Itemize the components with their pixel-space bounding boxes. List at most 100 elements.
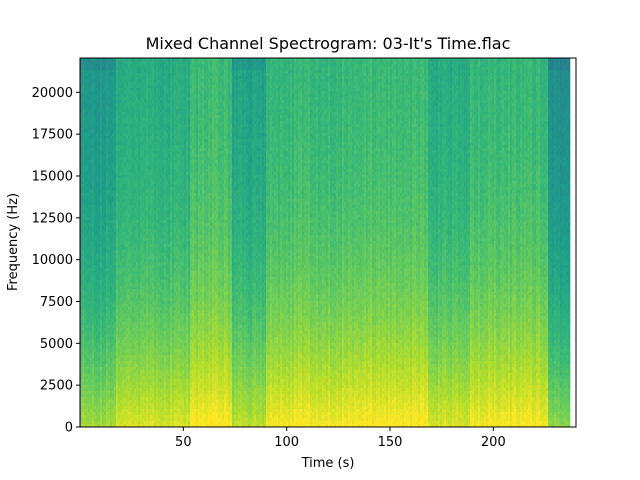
spectrogram-cell: [82, 109, 84, 112]
spectrogram-cell: [158, 118, 160, 121]
spectrogram-cell: [102, 265, 104, 268]
spectrogram-cell: [84, 160, 86, 163]
spectrogram-cell: [94, 262, 96, 265]
spectrogram-cell: [94, 388, 96, 391]
spectrogram-cell: [148, 178, 150, 181]
spectrogram-cell: [140, 412, 142, 415]
spectrogram-cell: [142, 331, 144, 334]
spectrogram-cell: [128, 394, 130, 397]
spectrogram-cell: [120, 355, 122, 358]
spectrogram-cell: [140, 106, 142, 109]
spectrogram-cell: [140, 115, 142, 118]
spectrogram-cell: [130, 373, 132, 376]
spectrogram-cell: [122, 229, 124, 232]
spectrogram-cell: [112, 262, 114, 265]
spectrogram-cell: [134, 214, 136, 217]
spectrogram-cell: [136, 319, 138, 322]
spectrogram-cell: [88, 172, 90, 175]
spectrogram-cell: [142, 73, 144, 76]
spectrogram-cell: [118, 394, 120, 397]
spectrogram-cell: [144, 106, 146, 109]
spectrogram-cell: [118, 163, 120, 166]
spectrogram-cell: [104, 217, 106, 220]
spectrogram-cell: [106, 154, 108, 157]
spectrogram-cell: [134, 139, 136, 142]
spectrogram-cell: [120, 187, 122, 190]
spectrogram-cell: [140, 253, 142, 256]
spectrogram-cell: [122, 73, 124, 76]
spectrogram-cell: [126, 76, 128, 79]
spectrogram-cell: [108, 67, 110, 70]
spectrogram-cell: [94, 148, 96, 151]
spectrogram-cell: [130, 271, 132, 274]
spectrogram-cell: [94, 67, 96, 70]
spectrogram-cell: [84, 346, 86, 349]
spectrogram-cell: [106, 76, 108, 79]
spectrogram-cell: [112, 151, 114, 154]
spectrogram-cell: [150, 67, 152, 70]
spectrogram-cell: [154, 361, 156, 364]
spectrogram-cell: [98, 346, 100, 349]
spectrogram-cell: [100, 403, 102, 406]
spectrogram-cell: [136, 274, 138, 277]
spectrogram-cell: [116, 238, 118, 241]
spectrogram-cell: [124, 211, 126, 214]
spectrogram-cell: [130, 82, 132, 85]
spectrogram-cell: [94, 97, 96, 100]
spectrogram-cell: [86, 388, 88, 391]
spectrogram-cell: [140, 139, 142, 142]
spectrogram-cell: [102, 103, 104, 106]
spectrogram-cell: [116, 382, 118, 385]
spectrogram-cell: [102, 187, 104, 190]
spectrogram-cell: [154, 79, 156, 82]
spectrogram-cell: [108, 280, 110, 283]
spectrogram-cell: [118, 250, 120, 253]
spectrogram-cell: [146, 172, 148, 175]
spectrogram-cell: [104, 394, 106, 397]
spectrogram-cell: [150, 391, 152, 394]
spectrogram-cell: [150, 298, 152, 301]
spectrogram-cell: [86, 88, 88, 91]
spectrogram-cell: [114, 244, 116, 247]
spectrogram-cell: [142, 121, 144, 124]
spectrogram-cell: [144, 409, 146, 412]
spectrogram-cell: [82, 214, 84, 217]
spectrogram-cell: [152, 133, 154, 136]
spectrogram-cell: [122, 394, 124, 397]
spectrogram-cell: [138, 97, 140, 100]
spectrogram-cell: [124, 388, 126, 391]
spectrogram-cell: [136, 217, 138, 220]
spectrogram-cell: [142, 118, 144, 121]
spectrogram-cell: [110, 334, 112, 337]
spectrogram-cell: [112, 361, 114, 364]
spectrogram-cell: [94, 205, 96, 208]
spectrogram-cell: [134, 364, 136, 367]
spectrogram-cell: [128, 328, 130, 331]
spectrogram-cell: [112, 319, 114, 322]
spectrogram-cell: [96, 310, 98, 313]
spectrogram-cell: [102, 172, 104, 175]
spectrogram-cell: [82, 184, 84, 187]
spectrogram-cell: [94, 226, 96, 229]
spectrogram-cell: [86, 265, 88, 268]
spectrogram-cell: [138, 271, 140, 274]
spectrogram-cell: [84, 355, 86, 358]
spectrogram-cell: [122, 331, 124, 334]
spectrogram-cell: [134, 313, 136, 316]
spectrogram-cell: [110, 229, 112, 232]
spectrogram-cell: [108, 325, 110, 328]
spectrogram-cell: [96, 154, 98, 157]
spectrogram-cell: [134, 88, 136, 91]
spectrogram-cell: [126, 280, 128, 283]
spectrogram-cell: [100, 220, 102, 223]
spectrogram-cell: [132, 364, 134, 367]
spectrogram-cell: [146, 349, 148, 352]
spectrogram-cell: [82, 142, 84, 145]
spectrogram-cell: [128, 265, 130, 268]
spectrogram-cell: [118, 73, 120, 76]
spectrogram-cell: [136, 313, 138, 316]
spectrogram-cell: [142, 280, 144, 283]
spectrogram-cell: [102, 121, 104, 124]
spectrogram-cell: [82, 190, 84, 193]
spectrogram-cell: [150, 361, 152, 364]
